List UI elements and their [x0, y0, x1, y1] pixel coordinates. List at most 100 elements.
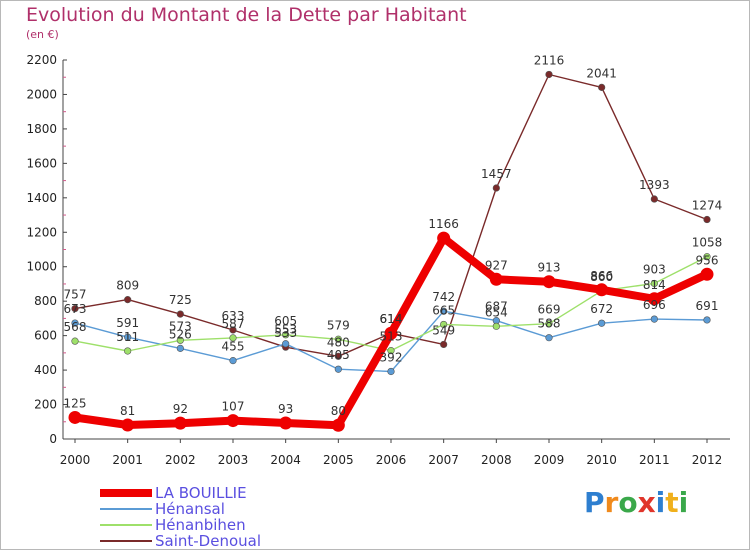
- data-label: 691: [696, 299, 719, 313]
- data-label: 956: [696, 253, 719, 267]
- legend-swatch: [100, 508, 152, 510]
- data-label: 903: [643, 262, 666, 276]
- data-point: [176, 310, 184, 318]
- data-point: [384, 326, 398, 340]
- data-label: 573: [169, 319, 192, 333]
- data-point: [650, 279, 658, 288]
- data-point: [226, 414, 240, 428]
- logo-letter: x: [637, 486, 656, 519]
- data-point: [700, 267, 714, 281]
- y-tick-label: 400: [34, 363, 57, 377]
- x-tick-label: 2012: [692, 453, 723, 467]
- chart-subtitle: (en €): [26, 28, 59, 41]
- data-point: [545, 334, 553, 342]
- data-point: [71, 304, 79, 313]
- data-point: [650, 315, 658, 323]
- legend-label: Hénansal: [155, 500, 225, 518]
- logo-letter: P: [584, 486, 605, 519]
- data-label: 587: [222, 317, 245, 331]
- data-label: 665: [432, 303, 455, 317]
- data-point: [334, 335, 342, 343]
- x-tick-label: 2005: [323, 453, 354, 467]
- data-label: 511: [116, 330, 139, 344]
- x-tick-label: 2008: [481, 453, 512, 467]
- y-tick-label: 800: [34, 294, 57, 308]
- data-label: 405: [327, 348, 350, 362]
- data-point: [229, 334, 237, 342]
- data-point: [71, 319, 79, 327]
- logo-letter: o: [618, 486, 638, 519]
- data-point: [545, 70, 553, 79]
- data-label: 1274: [692, 199, 723, 213]
- logo-letter: i: [678, 486, 689, 519]
- legend-label: Hénanbihen: [155, 516, 246, 534]
- data-point: [703, 253, 711, 261]
- data-label: 455: [222, 340, 245, 354]
- y-tick-label: 0: [49, 432, 57, 446]
- data-point: [282, 340, 290, 348]
- data-label: 2116: [534, 53, 565, 67]
- chart-title: Evolution du Montant de la Dette par Hab…: [26, 4, 467, 26]
- legend-label: Saint-Denoual: [155, 532, 262, 550]
- data-label: 480: [327, 335, 350, 349]
- data-label: 672: [590, 302, 613, 316]
- y-tick-label: 600: [34, 329, 57, 343]
- data-label: 92: [173, 402, 188, 416]
- data-label: 860: [590, 270, 613, 284]
- x-tick-label: 2001: [112, 453, 143, 467]
- data-label: 866: [590, 269, 613, 283]
- data-point: [492, 322, 500, 330]
- data-point: [173, 416, 187, 430]
- x-tick-label: 2002: [165, 453, 196, 467]
- legend-swatch: [100, 524, 152, 526]
- data-point: [489, 272, 503, 286]
- data-label: 568: [64, 320, 87, 334]
- data-point: [387, 347, 395, 355]
- data-label: 533: [274, 326, 297, 340]
- data-label: 107: [222, 400, 245, 414]
- data-point: [334, 352, 342, 360]
- data-point: [440, 340, 448, 349]
- data-label: 591: [116, 316, 139, 330]
- data-label: 549: [432, 323, 455, 337]
- data-label: 125: [64, 396, 87, 410]
- data-point: [703, 215, 711, 224]
- x-tick-label: 2004: [270, 453, 301, 467]
- logo-letter: t: [665, 486, 679, 519]
- data-label: 696: [643, 298, 666, 312]
- x-tick-label: 2011: [639, 453, 670, 467]
- data-point: [229, 326, 237, 334]
- x-tick-label: 2009: [534, 453, 565, 467]
- axes: 0 200 400 600 800 1000 1200 1400 1600 1800 2000 220…: [26, 53, 730, 467]
- y-tick-label: 1200: [26, 225, 57, 239]
- data-label: 654: [485, 305, 508, 319]
- data-label: 605: [274, 314, 297, 328]
- data-label: 687: [485, 300, 508, 314]
- x-tick-label: 2010: [586, 453, 617, 467]
- legend-swatch: [100, 489, 152, 497]
- data-point: [542, 275, 556, 289]
- data-label: 614: [380, 312, 403, 326]
- series-points: [68, 70, 714, 432]
- data-label: 614: [380, 312, 403, 326]
- data-label: 81: [120, 404, 135, 418]
- data-point: [598, 83, 606, 91]
- y-tick-label: 1600: [26, 156, 57, 170]
- data-label: 1393: [639, 178, 670, 192]
- legend-label: LA BOUILLIE: [155, 484, 247, 502]
- proxiti-logo: Proxiti: [584, 486, 688, 519]
- y-tick-label: 2000: [26, 87, 57, 101]
- data-point: [650, 195, 658, 203]
- legend-swatch: [100, 540, 152, 542]
- logo-letter: i: [655, 486, 666, 519]
- data-label: 513: [380, 330, 403, 344]
- data-point: [124, 333, 132, 341]
- data-point: [387, 367, 395, 376]
- data-label: 669: [538, 303, 561, 317]
- data-label: 757: [64, 288, 87, 302]
- data-label: 1166: [428, 217, 459, 231]
- x-tick-label: 2006: [376, 453, 407, 467]
- data-label: 633: [222, 309, 245, 323]
